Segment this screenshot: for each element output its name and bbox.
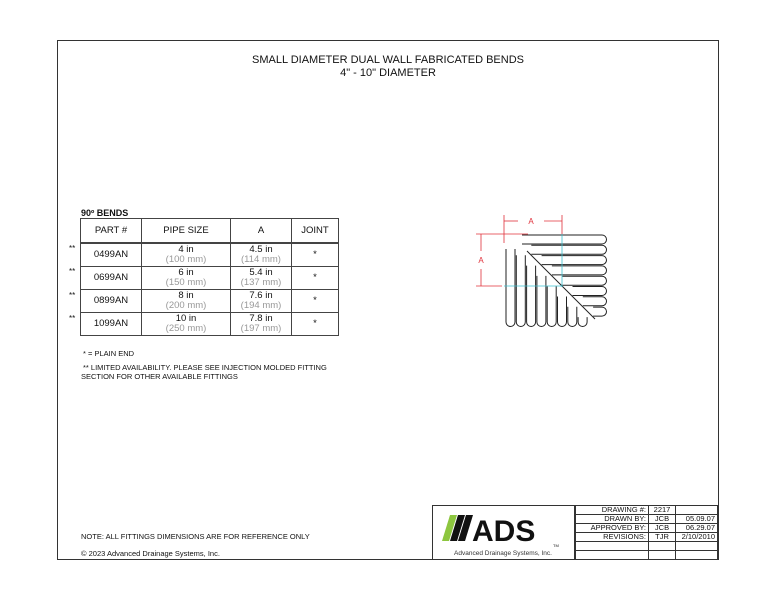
col-part: PART #: [80, 218, 142, 244]
size-mm: (250 mm): [165, 323, 207, 334]
section-label: 90º BENDS: [81, 208, 129, 218]
table-header: PART # PIPE SIZE A JOINT: [80, 218, 339, 244]
col-joint: JOINT: [291, 218, 339, 244]
col-a: A: [230, 218, 292, 244]
title-line-1: SMALL DIAMETER DUAL WALL FABRICATED BEND…: [251, 54, 524, 66]
dimension-lines: [476, 215, 563, 287]
part-number: 0699AN: [80, 266, 142, 290]
note-reference: NOTE: ALL FITTINGS DIMENSIONS ARE FOR RE…: [81, 532, 310, 541]
logo-text: ADS: [472, 515, 535, 548]
a-mm: (197 mm): [240, 323, 282, 334]
bend-outline: [505, 234, 607, 327]
tb-by: [648, 541, 676, 551]
note-limited-1: ** LIMITED AVAILABILITY. PLEASE SEE INJE…: [83, 363, 327, 372]
a-in: 4.5 in: [249, 244, 273, 255]
note-limited-2: SECTION FOR OTHER AVAILABLE FITTINGS: [81, 372, 238, 381]
tb-label: [575, 550, 649, 560]
a-in: 7.6 in: [249, 290, 273, 301]
logo-subtitle: Advanced Drainage Systems, Inc.: [454, 550, 552, 557]
tb-date: 2/10/2010: [675, 532, 718, 542]
tb-date: [675, 541, 718, 551]
tb-by: TJR: [648, 532, 676, 542]
size-in: 6 in: [178, 267, 194, 278]
part-number: 0899AN: [80, 289, 142, 313]
limited-marker: **: [69, 244, 76, 253]
pipe-size: 4 in (100 mm): [141, 242, 231, 267]
size-in: 8 in: [178, 290, 194, 301]
title-block-row: APPROVED BY: JCB 06.29.07: [575, 523, 718, 533]
dimension-a: 7.8 in (197 mm): [230, 312, 292, 336]
joint: *: [291, 312, 339, 336]
ads-logo: ADS TM Advanced Drainage Systems, Inc.: [432, 505, 575, 560]
a-in: 7.8 in: [249, 313, 273, 324]
joint: *: [291, 266, 339, 290]
a-mm: (137 mm): [240, 277, 282, 288]
bend-drawing: A A: [476, 215, 607, 327]
dim-label-horizontal: A: [528, 217, 534, 226]
limited-marker: **: [69, 290, 76, 300]
tb-label: [575, 541, 649, 551]
joint: *: [291, 289, 339, 313]
table-row: 0899AN 8 in (200 mm) 7.6 in (194 mm) *: [80, 289, 339, 313]
title-block-row: [575, 541, 718, 551]
title-line-2: 4" - 10" DIAMETER: [340, 67, 436, 79]
dimension-a: 4.5 in (114 mm): [230, 242, 292, 267]
col-pipe-size: PIPE SIZE: [141, 218, 231, 244]
size-mm: (150 mm): [165, 277, 207, 288]
part-number: 1099AN: [80, 312, 142, 336]
size-in: 4 in: [178, 244, 194, 255]
part-number: 0499AN: [80, 242, 142, 267]
size-in: 10 in: [175, 313, 197, 324]
pipe-size: 10 in (250 mm): [141, 312, 231, 336]
pipe-size: 6 in (150 mm): [141, 266, 231, 290]
table-row: 1099AN 10 in (250 mm) 7.8 in (197 mm) *: [80, 312, 339, 336]
dimension-a: 7.6 in (194 mm): [230, 289, 292, 313]
note-plain-end: * = PLAIN END: [83, 349, 135, 358]
title-block-table: DRAWING #: 2217 DRAWN BY: JCB 05.09.07 APPROV…: [575, 505, 718, 560]
pipe-size: 8 in (200 mm): [141, 289, 231, 313]
joint: *: [291, 242, 339, 267]
centerlines: [504, 234, 563, 287]
tb-label: REVISIONS:: [575, 532, 649, 542]
tb-by: [648, 550, 676, 560]
drawing-frame: [57, 40, 719, 560]
title-block-row: DRAWN BY: JCB 05.09.07: [575, 514, 718, 524]
dimension-a: 5.4 in (137 mm): [230, 266, 292, 290]
table-row: 0499AN 4 in (100 mm) 4.5 in (114 mm) *: [80, 242, 339, 267]
title-block-row: REVISIONS: TJR 2/10/2010: [575, 532, 718, 542]
table-row: 0699AN 6 in (150 mm) 5.4 in (137 mm) *: [80, 266, 339, 290]
title-block-row: [575, 550, 718, 560]
a-in: 5.4 in: [249, 267, 273, 278]
parts-table: PART # PIPE SIZE A JOINT 0499AN 4 in (100…: [80, 218, 339, 336]
size-mm: (100 mm): [165, 254, 207, 265]
a-mm: (114 mm): [241, 254, 281, 265]
limited-marker: **: [69, 267, 76, 277]
dim-label-vertical: A: [478, 256, 484, 265]
tb-date: [675, 550, 718, 560]
copyright: © 2023 Advanced Drainage Systems, Inc.: [81, 549, 220, 558]
limited-marker: **: [69, 313, 76, 323]
size-mm: (200 mm): [165, 300, 207, 311]
logo-tm: TM: [553, 543, 559, 548]
a-mm: (194 mm): [240, 300, 282, 311]
